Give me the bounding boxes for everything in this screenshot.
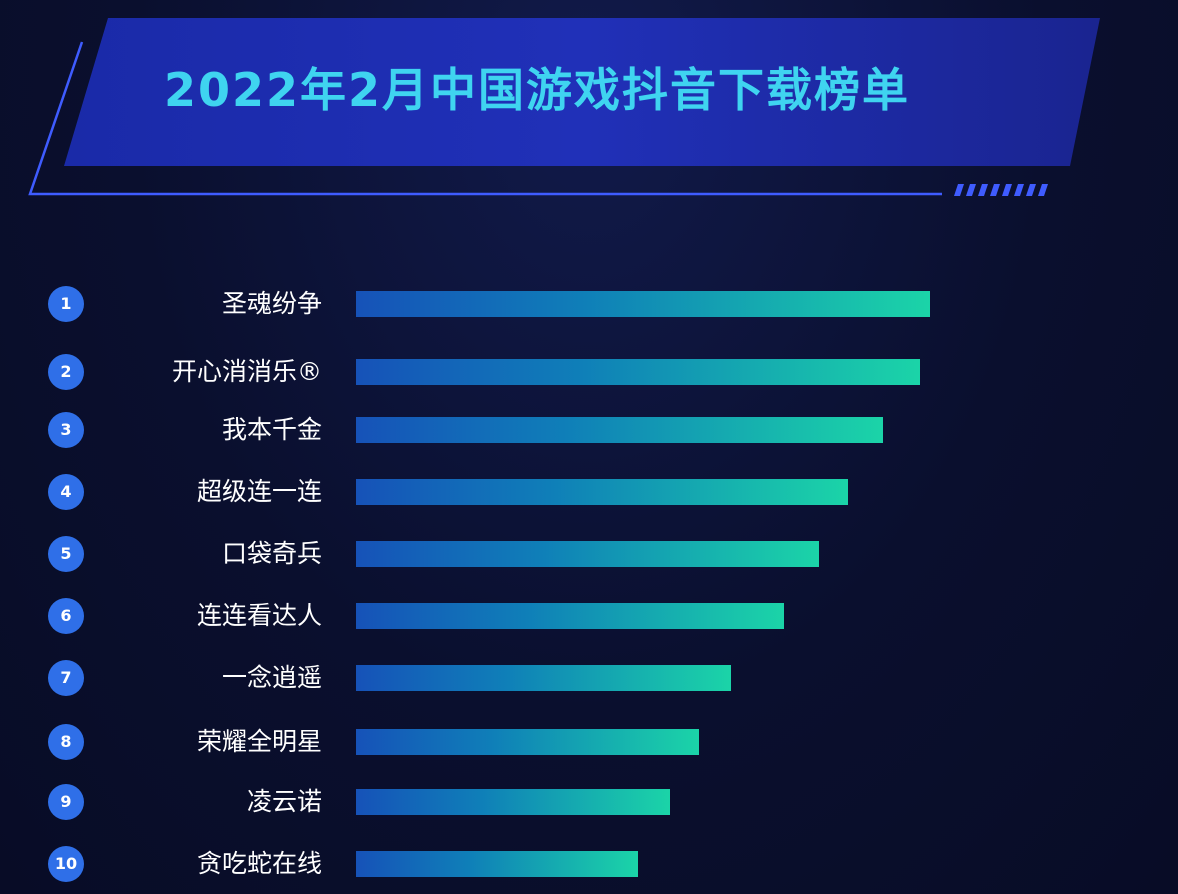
banner-panel xyxy=(64,18,1100,166)
bar-row-5: 5 口袋奇兵 xyxy=(0,534,1178,574)
bar xyxy=(356,479,848,505)
bar xyxy=(356,359,920,385)
rank-badge: 2 xyxy=(48,354,84,390)
bar xyxy=(356,789,670,815)
category-label: 连连看达人 xyxy=(196,601,322,630)
bar-row-3: 3 我本千金 xyxy=(0,410,1178,450)
category-label: 口袋奇兵 xyxy=(221,539,322,568)
category-label: 超级连一连 xyxy=(196,477,322,506)
chart-title: 2022年2月中国游戏抖音下载榜单 xyxy=(164,63,911,117)
rank-badge: 7 xyxy=(48,660,84,696)
bar xyxy=(356,603,784,629)
title-banner xyxy=(28,18,1100,196)
bar xyxy=(356,541,819,567)
rank-badge: 9 xyxy=(48,784,84,820)
bar-chart: 1 圣魂纷争 2 开心消消乐® 3 我本千金 4 超级连一连 5 口袋奇兵 6 连连看达人 7 一念逍遥 8… xyxy=(0,270,1178,894)
bar-row-8: 8 荣耀全明星 xyxy=(0,722,1178,762)
bar-row-2: 2 开心消消乐® xyxy=(0,352,1178,392)
rank-badge: 3 xyxy=(48,412,84,448)
banner-outline xyxy=(28,41,942,196)
category-label: 凌云诺 xyxy=(246,787,322,816)
rank-badge: 6 xyxy=(48,598,84,634)
category-label: 荣耀全明星 xyxy=(196,727,322,756)
banner-stripes xyxy=(954,184,1048,196)
bar xyxy=(356,851,638,877)
bar xyxy=(356,291,930,317)
category-label: 一念逍遥 xyxy=(221,663,322,692)
rank-badge: 10 xyxy=(48,846,84,882)
rank-badge: 8 xyxy=(48,724,84,760)
bar xyxy=(356,417,883,443)
bar-row-7: 7 一念逍遥 xyxy=(0,658,1178,698)
bar-row-9: 9 凌云诺 xyxy=(0,782,1178,822)
bar-row-10: 10 贪吃蛇在线 xyxy=(0,844,1178,884)
category-label: 我本千金 xyxy=(221,415,322,444)
rank-badge: 4 xyxy=(48,474,84,510)
bar xyxy=(356,729,699,755)
bar xyxy=(356,665,731,691)
category-label: 贪吃蛇在线 xyxy=(196,849,322,878)
category-label: 圣魂纷争 xyxy=(221,289,322,318)
rank-badge: 1 xyxy=(48,286,84,322)
rank-badge: 5 xyxy=(48,536,84,572)
category-label: 开心消消乐® xyxy=(171,357,322,386)
bar-row-4: 4 超级连一连 xyxy=(0,472,1178,512)
bar-row-6: 6 连连看达人 xyxy=(0,596,1178,636)
bar-row-1: 1 圣魂纷争 xyxy=(0,284,1178,324)
